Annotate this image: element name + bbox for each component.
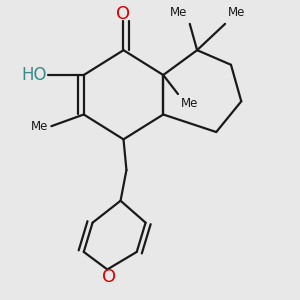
Text: Me: Me — [31, 120, 48, 133]
Text: Me: Me — [169, 7, 187, 20]
Text: O: O — [116, 4, 130, 22]
Text: Me: Me — [181, 97, 198, 110]
Text: Me: Me — [228, 7, 245, 20]
Text: O: O — [102, 268, 116, 286]
Text: HO: HO — [21, 66, 47, 84]
